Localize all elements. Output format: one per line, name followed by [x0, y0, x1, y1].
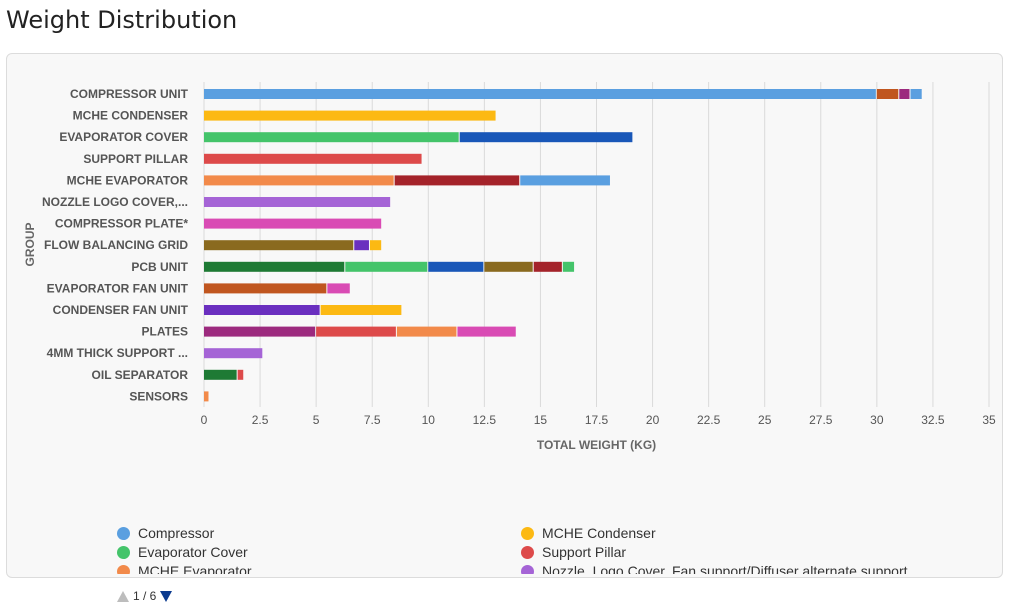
- bar-segment: [204, 326, 316, 337]
- x-tick-label: 20: [646, 413, 660, 427]
- legend-item[interactable]: Compressor: [117, 524, 214, 542]
- legend-item[interactable]: Evaporator Cover: [117, 543, 248, 561]
- x-tick-label: 30: [870, 413, 884, 427]
- bar-segment: [320, 305, 402, 315]
- legend-item[interactable]: MCHE Condenser: [521, 524, 656, 542]
- bar-segment: [459, 132, 633, 143]
- legend-label: MCHE Evaporator: [138, 563, 252, 574]
- x-axis-title: TOTAL WEIGHT (KG): [537, 438, 656, 452]
- y-axis-title: GROUP: [23, 222, 37, 266]
- y-category-label: PCB UNIT: [131, 260, 188, 274]
- bar-segment: [204, 132, 459, 143]
- bar-segment: [237, 369, 244, 380]
- legend-dot-icon: [521, 565, 534, 574]
- bar-segment: [369, 240, 382, 251]
- x-tick-label: 15: [534, 413, 548, 427]
- legend-label: Nozzle, Logo Cover, Fan support/Diffuser…: [542, 563, 908, 574]
- legend-pager: 1 / 6: [117, 589, 173, 603]
- page-up-icon[interactable]: [117, 590, 129, 602]
- bar-segment: [354, 240, 369, 251]
- y-category-label: EVAPORATOR FAN UNIT: [47, 281, 189, 295]
- bar-segment: [204, 218, 382, 229]
- y-category-label: EVAPORATOR COVER: [59, 130, 188, 144]
- legend-dot-icon: [521, 527, 534, 540]
- x-tick-label: 32.5: [921, 413, 945, 427]
- y-category-label: FLOW BALANCING GRID: [44, 238, 188, 252]
- y-category-label: MCHE EVAPORATOR: [67, 173, 189, 187]
- bar-segment: [394, 175, 520, 186]
- bar-segment: [327, 283, 350, 294]
- bar-segment: [204, 240, 354, 251]
- x-tick-label: 35: [982, 413, 996, 427]
- y-category-label: OIL SEPARATOR: [92, 368, 189, 382]
- y-category-label: COMPRESSOR PLATE*: [55, 217, 188, 231]
- bar-segment: [428, 261, 484, 272]
- bar-segment: [562, 261, 575, 272]
- legend-label: Support Pillar: [542, 544, 627, 560]
- x-tick-label: 0: [201, 413, 208, 427]
- legend-dot-icon: [521, 546, 534, 559]
- bar-segment: [204, 391, 209, 402]
- bar-segment: [899, 89, 910, 99]
- y-category-label: PLATES: [142, 325, 188, 339]
- bar-segment: [484, 261, 533, 272]
- y-category-label: 4MM THICK SUPPORT ...: [47, 346, 188, 360]
- bar-segment: [910, 89, 922, 99]
- pager-text: 1 / 6: [133, 589, 157, 603]
- legend-dot-icon: [117, 546, 130, 559]
- x-tick-label: 12.5: [473, 413, 497, 427]
- bar-segment: [204, 175, 394, 186]
- bar-segment: [204, 283, 327, 294]
- bar-segment: [204, 110, 496, 121]
- weight-distribution-chart: 0 2.5 5 7.5 10 12.5 15 17.5 20 22.5 25 27.5 30 32.5 35…: [23, 82, 996, 452]
- bar-segment: [345, 261, 428, 272]
- legend-dot-icon: [117, 527, 130, 540]
- x-tick-label: 25: [758, 413, 772, 427]
- y-category-label: CONDENSER FAN UNIT: [53, 303, 189, 317]
- bar-segment: [204, 153, 422, 164]
- x-tick-label: 10: [422, 413, 436, 427]
- bar-segment: [316, 326, 396, 337]
- y-category-label: MCHE CONDENSER: [73, 109, 189, 123]
- chart-card: 0 2.5 5 7.5 10 12.5 15 17.5 20 22.5 25 27.5 30 32.5 35…: [6, 53, 1003, 603]
- legend-dot-icon: [117, 565, 130, 574]
- bar-segment: [204, 369, 237, 380]
- bar-segment: [204, 348, 263, 359]
- y-category-label: SUPPORT PILLAR: [83, 152, 188, 166]
- bar-segment: [876, 89, 899, 99]
- bar-segment: [533, 261, 562, 272]
- bar-segment: [204, 89, 876, 99]
- x-tick-label: 5: [313, 413, 320, 427]
- x-tick-label: 7.5: [364, 413, 381, 427]
- legend-label: Evaporator Cover: [138, 544, 248, 560]
- legend-item[interactable]: Support Pillar: [521, 543, 626, 561]
- legend-item[interactable]: MCHE Evaporator: [117, 562, 252, 574]
- chart-legend: Compressor MCHE Condenser Evaporator Cov…: [117, 524, 937, 574]
- x-tick-label: 22.5: [697, 413, 721, 427]
- x-tick-label: 27.5: [809, 413, 833, 427]
- page-title: Weight Distribution: [6, 6, 238, 34]
- bar-segment: [457, 326, 516, 337]
- legend-item[interactable]: Nozzle, Logo Cover, Fan support/Diffuser…: [521, 562, 908, 574]
- bar-segment: [396, 326, 457, 337]
- x-tick-label: 2.5: [252, 413, 269, 427]
- y-category-label: SENSORS: [129, 389, 188, 403]
- bar-segment: [520, 175, 610, 186]
- y-category-label: NOZZLE LOGO COVER,...: [42, 195, 188, 209]
- bar-segment: [204, 197, 391, 207]
- legend-label: Compressor: [138, 525, 215, 541]
- legend-label: MCHE Condenser: [542, 525, 656, 541]
- bar-segment: [204, 305, 320, 315]
- y-category-label: COMPRESSOR UNIT: [70, 87, 189, 101]
- page-down-icon[interactable]: [160, 590, 173, 602]
- bar-segment: [204, 261, 345, 272]
- x-tick-label: 17.5: [585, 413, 609, 427]
